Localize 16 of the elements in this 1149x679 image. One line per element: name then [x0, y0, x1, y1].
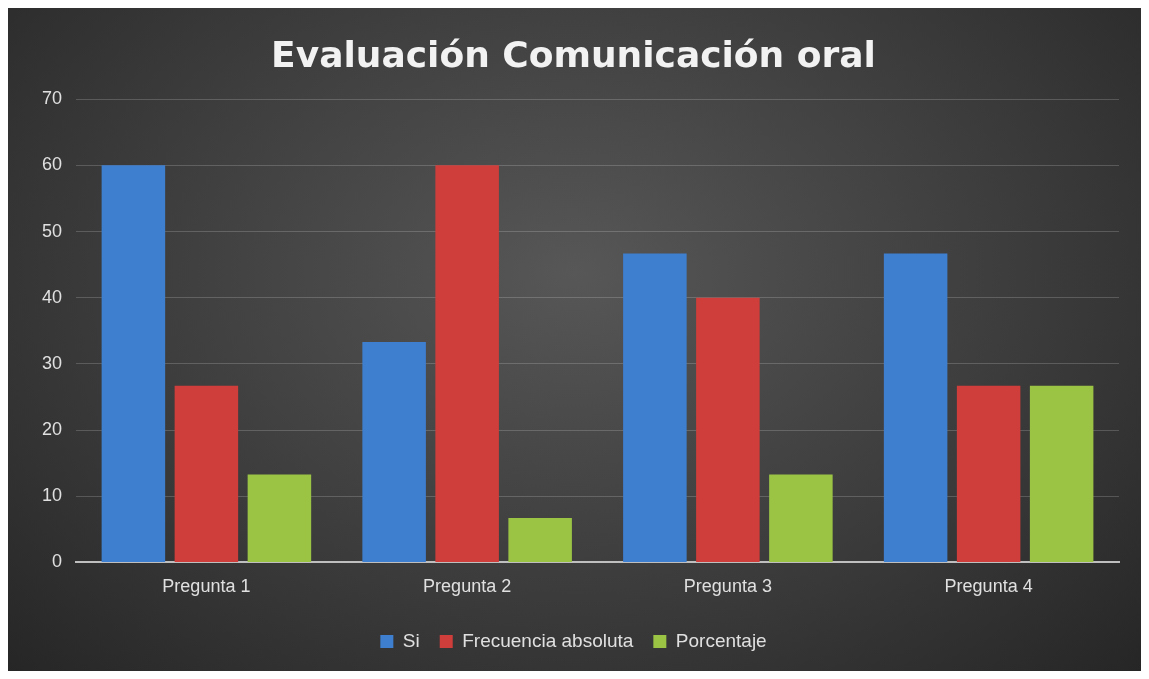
chart-title: Evaluación Comunicación oral	[271, 33, 876, 75]
y-tick-label: 60	[41, 154, 63, 175]
x-tick-label: Pregunta 2	[423, 576, 512, 597]
x-tick-label: Pregunta 3	[683, 576, 772, 597]
legend-label: Frecuencia absoluta	[462, 629, 634, 651]
x-tick-label: Pregunta 4	[944, 576, 1033, 597]
y-tick-label: 40	[41, 286, 63, 307]
y-tick-label: 0	[52, 551, 63, 572]
legend-label: Porcentaje	[675, 629, 767, 651]
y-tick-label: 20	[41, 419, 63, 440]
legend-label: Si	[402, 629, 420, 651]
y-tick-label: 30	[41, 352, 63, 373]
y-tick-label: 10	[41, 485, 63, 506]
y-tick-label: 50	[41, 220, 63, 241]
y-tick-label: 70	[41, 88, 63, 109]
x-tick-label: Pregunta 1	[162, 576, 251, 597]
